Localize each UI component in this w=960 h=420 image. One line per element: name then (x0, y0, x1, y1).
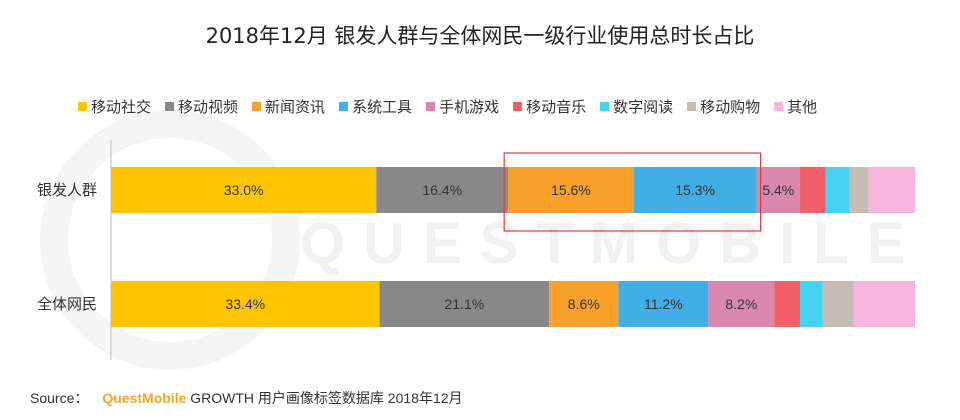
bar-segment (800, 167, 826, 213)
data-label: 33.0% (224, 182, 264, 198)
legend-item-5: 移动音乐 (513, 96, 586, 117)
bar-segment (379, 281, 550, 327)
highlight-box (503, 152, 762, 232)
legend-item-0: 移动社交 (78, 96, 151, 117)
bar-segment (868, 167, 915, 213)
chart-title: 2018年12月 银发人群与全体网民一级行业使用总时长占比 (205, 24, 755, 48)
source-label: Source： (30, 390, 89, 406)
legend-swatch (165, 101, 175, 111)
data-label: 21.1% (445, 296, 485, 312)
bar-segment (111, 281, 380, 327)
legend-swatch (687, 101, 697, 111)
bar-segment (708, 281, 775, 327)
bar-segment (825, 167, 850, 213)
bar-segment (800, 281, 823, 327)
bar-segment (111, 167, 377, 213)
bar-segment (376, 167, 509, 213)
data-label: 16.4% (422, 182, 462, 198)
data-label: 15.3% (675, 182, 715, 198)
legend-label: 手机游戏 (439, 97, 500, 116)
legend-swatch (78, 101, 87, 111)
chart-legend: 移动社交 移动视频 新闻资讯 系统工具 手机游戏 移动音乐 数字阅读 移动购物 其他 (78, 96, 831, 116)
legend-label: 移动音乐 (526, 97, 587, 116)
watermark-text: QUESTMOBILE (300, 211, 924, 276)
legend-item-8: 其他 (774, 96, 817, 117)
bar-segment (508, 167, 634, 213)
legend-item-6: 数字阅读 (600, 96, 673, 117)
source-text: GROWTH 用户画像标签数据库 2018年12月 (186, 390, 463, 406)
bar-segment (822, 281, 854, 327)
legend-swatch (774, 101, 784, 111)
legend-label: 系统工具 (352, 97, 413, 116)
legend-item-7: 移动购物 (687, 96, 760, 117)
bar-segment (618, 281, 709, 327)
legend-item-2: 新闻资讯 (252, 96, 325, 117)
source-brand: QuestMobile (102, 390, 187, 406)
data-label: 8.2% (725, 296, 757, 312)
data-label: 8.6% (568, 296, 600, 312)
legend-label: 数字阅读 (613, 97, 674, 116)
legend-swatch (513, 101, 523, 111)
category-label: 全体网民 (37, 295, 97, 313)
legend-item-3: 系统工具 (339, 96, 412, 117)
legend-label: 移动社交 (91, 97, 152, 116)
legend-swatch (426, 101, 436, 111)
legend-label: 移动购物 (700, 97, 761, 116)
data-label: 5.4% (762, 182, 794, 198)
legend-label: 其他 (787, 97, 818, 116)
bar-segment (633, 167, 757, 213)
bar-segment (849, 167, 869, 213)
legend-item-1: 移动视频 (165, 96, 238, 117)
data-label: 15.6% (551, 182, 591, 198)
category-label: 银发人群 (37, 181, 97, 199)
legend-swatch (252, 101, 262, 111)
bar-segment (774, 281, 801, 327)
legend-item-4: 手机游戏 (426, 96, 499, 117)
legend-swatch (339, 101, 349, 111)
bar-segment (756, 167, 801, 213)
legend-label: 新闻资讯 (265, 97, 326, 116)
legend-swatch (600, 101, 610, 111)
bar-segment (853, 281, 915, 327)
data-label: 11.2% (644, 296, 683, 312)
legend-label: 移动视频 (178, 97, 239, 116)
bar-segment (549, 281, 619, 327)
data-label: 33.4% (225, 296, 265, 312)
source-note: Source： QuestMobile GROWTH 用户画像标签数据库 2018… (30, 388, 463, 408)
